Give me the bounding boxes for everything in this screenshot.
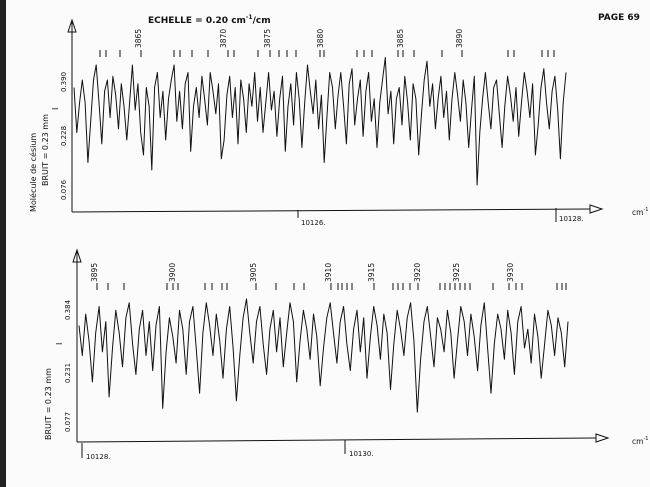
unit-label-1: cm-1 xyxy=(632,207,648,217)
wavenumber-label: 3920 xyxy=(413,263,422,282)
y-tick-label-2b: 0.231 xyxy=(64,363,72,383)
spectrum-trace-1 xyxy=(73,57,567,186)
y-tick-label-2c: 0.077 xyxy=(64,412,72,432)
scan-left-border xyxy=(0,0,6,487)
spectrum-trace-2 xyxy=(78,298,569,413)
unit-label-2: cm-1 xyxy=(632,436,648,446)
wavenumber-label: 3915 xyxy=(367,263,376,282)
wavenumber-label: 3865 xyxy=(134,29,143,48)
y-tick-label-1b: 0.228 xyxy=(60,126,68,146)
x-axis-arrow-2 xyxy=(595,433,610,443)
line-marks-1 xyxy=(99,50,555,57)
y-tick-label-1c: 0.076 xyxy=(60,179,68,200)
spectrum-line xyxy=(78,298,569,413)
y-axis-arrow-1 xyxy=(67,18,77,33)
line-marks-2 xyxy=(96,283,567,290)
scale-label: ECHELLE = 0.20 cm-1/cm xyxy=(148,14,271,26)
y-axis-i-label-1: I xyxy=(51,108,60,110)
wavenumber-label: 3880 xyxy=(316,29,325,48)
wavenumber-label: 3900 xyxy=(168,263,177,282)
wavenumber-label: 3875 xyxy=(263,29,272,48)
x-axis-arrow-1 xyxy=(589,204,604,214)
page-label: PAGE 69 xyxy=(598,13,640,23)
spectrum-line xyxy=(73,57,567,186)
wavenumber-label: 3895 xyxy=(90,263,99,282)
x-tick-label-1a: 10126. xyxy=(301,219,326,227)
wavenumber-label: 3905 xyxy=(249,263,258,282)
y-axis-i-label-2: I xyxy=(55,343,64,345)
wavenumber-label: 3890 xyxy=(455,29,464,48)
x-tick-label-1b: 10128. xyxy=(559,215,584,223)
wavenumber-label: 3930 xyxy=(506,263,515,282)
panel-2: 10128. 10130. cm-1 0.384 0.231 0.077 I B… xyxy=(44,248,648,461)
wavenumber-marks-1: 3865 3870 3875 3880 3885 3890 xyxy=(134,29,464,48)
x-tick-label-2a: 10128. xyxy=(86,453,111,461)
noise-label-1: BRUIT = 0.23 mm xyxy=(41,114,50,186)
panel-1: 10126. 10128. cm-1 0.390 0.228 0.076 I B… xyxy=(28,18,648,227)
y-axis-arrow-2 xyxy=(72,248,82,263)
noise-label-2: BRUIT = 0.23 mm xyxy=(44,368,53,440)
wavenumber-label: 3910 xyxy=(324,263,333,282)
wavenumber-label: 3870 xyxy=(219,29,228,48)
wavenumber-label: 3885 xyxy=(396,29,405,48)
molecule-label: Molécule de césium xyxy=(28,133,38,212)
x-axis-1 xyxy=(71,208,591,213)
x-tick-label-2b: 10130. xyxy=(349,450,374,458)
y-tick-label-1a: 0.390 xyxy=(60,72,68,92)
wavenumber-label: 3925 xyxy=(452,263,461,282)
x-axis-2 xyxy=(76,437,597,443)
wavenumber-marks-2: 3895 3900 3905 3910 3915 3920 3925 3930 xyxy=(90,263,515,282)
y-tick-label-2a: 0.384 xyxy=(64,299,72,320)
